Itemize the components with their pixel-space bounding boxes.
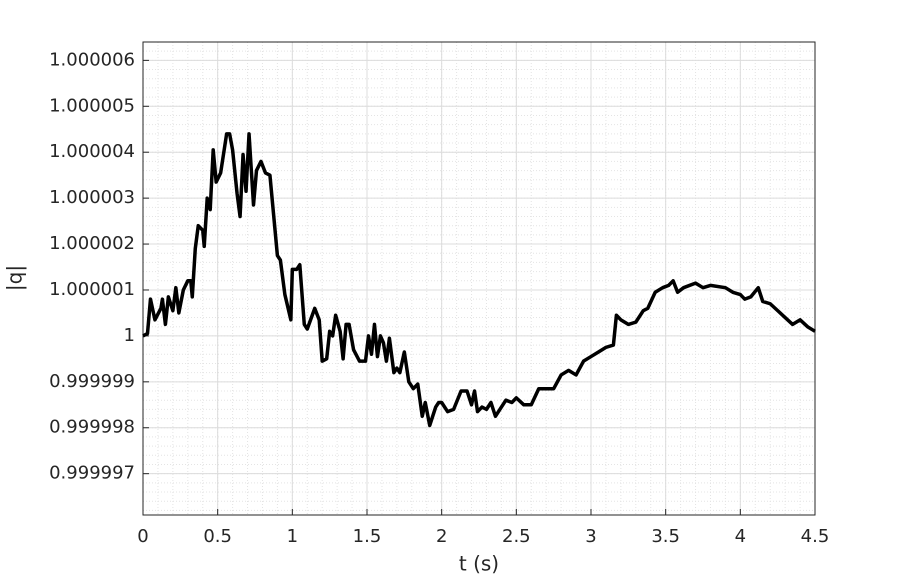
y-tick-label: 1.000001 [49,279,135,300]
x-axis-label: t (s) [459,552,499,576]
plot-area [143,42,815,515]
y-tick-label: 1.000005 [49,95,135,116]
y-tick-label: 0.999998 [49,417,135,438]
y-tick-label: 1 [124,325,135,346]
x-tick-label: 0.5 [203,526,232,547]
y-tick-label: 1.000004 [49,141,135,162]
x-tick-label: 3 [585,526,596,547]
y-tick-label: 0.999999 [49,371,135,392]
y-tick-label: 1.000003 [49,187,135,208]
x-tick-label: 2.5 [502,526,531,547]
y-tick-label: 1.000006 [49,49,135,70]
data-line [142,132,816,428]
x-tick-label: 2 [436,526,447,547]
x-tick-label: 4 [735,526,746,547]
y-axis-label: |q| [3,265,27,291]
x-tick-label: 1 [287,526,298,547]
x-tick-label: 3.5 [651,526,680,547]
y-tick-label: 0.999997 [49,463,135,484]
plot-frame [142,41,816,516]
x-tick-label: 0 [137,526,148,547]
x-tick-label: 1.5 [353,526,382,547]
y-tick-label: 1.000002 [49,233,135,254]
x-tick-label: 4.5 [801,526,830,547]
